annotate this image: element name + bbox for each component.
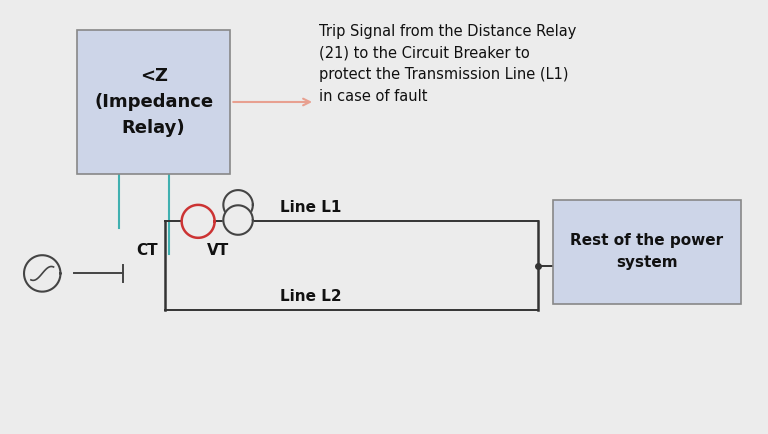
Text: Rest of the power
system: Rest of the power system [571, 233, 723, 270]
FancyBboxPatch shape [553, 200, 741, 304]
Text: <Z
(Impedance
Relay): <Z (Impedance Relay) [94, 66, 214, 138]
Polygon shape [223, 205, 253, 235]
Text: Line L1: Line L1 [280, 200, 342, 215]
Polygon shape [182, 205, 214, 238]
Polygon shape [24, 255, 61, 292]
Text: Trip Signal from the Distance Relay
(21) to the Circuit Breaker to
protect the T: Trip Signal from the Distance Relay (21)… [319, 24, 576, 104]
FancyBboxPatch shape [77, 30, 230, 174]
Text: CT: CT [137, 243, 158, 258]
Text: VT: VT [207, 243, 230, 258]
Polygon shape [223, 190, 253, 220]
Text: Line L2: Line L2 [280, 289, 342, 304]
